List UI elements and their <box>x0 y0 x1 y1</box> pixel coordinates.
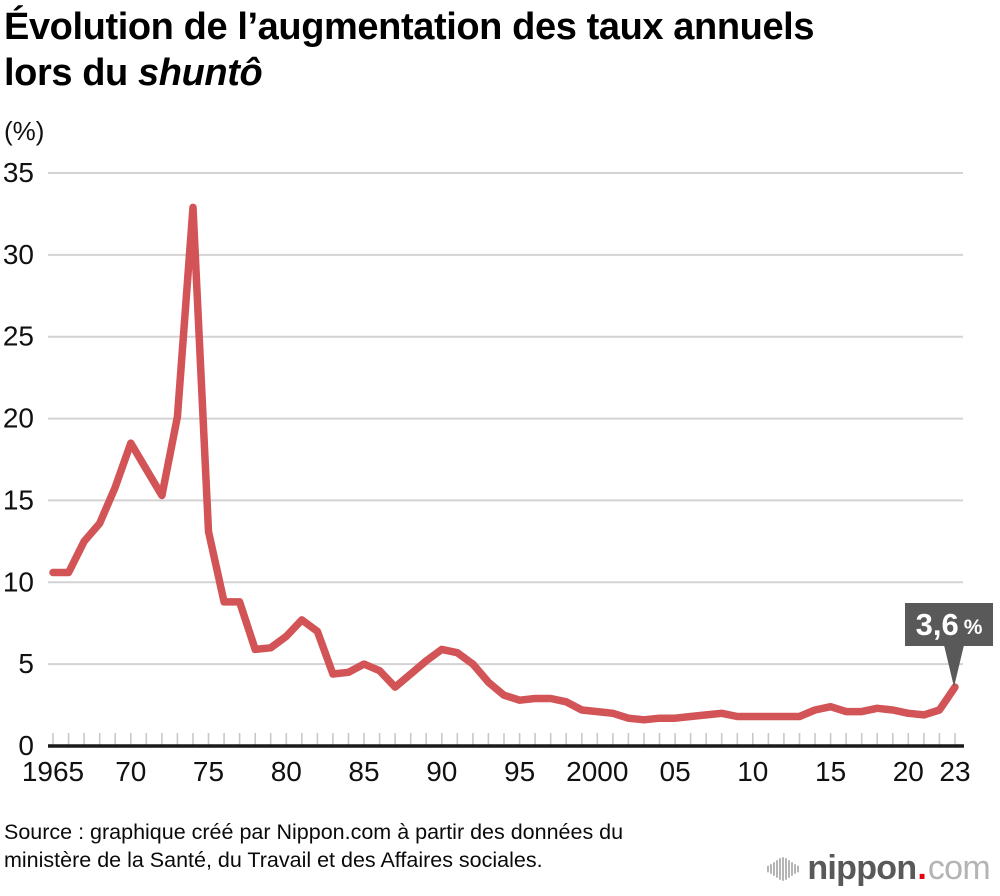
x-axis-label-90: 90 <box>426 756 457 787</box>
x-axis-label-20: 20 <box>893 756 924 787</box>
x-axis-label-1965: 1965 <box>22 756 84 787</box>
annotation-value: 3,6 <box>915 607 959 642</box>
x-axis-label-70: 70 <box>115 756 146 787</box>
y-axis-label-10: 10 <box>3 566 34 597</box>
x-axis-label-15: 15 <box>815 756 846 787</box>
logo-text-nippon: nippon <box>807 849 917 887</box>
x-axis-label-80: 80 <box>271 756 302 787</box>
y-axis-label-20: 20 <box>3 403 34 434</box>
x-axis-label-75: 75 <box>193 756 224 787</box>
title-shunto-italic: shuntô <box>138 52 263 94</box>
title-line2: lors du shuntô <box>4 52 263 94</box>
x-axis-label-85: 85 <box>348 756 379 787</box>
source-note: Source : graphique créé par Nippon.com à… <box>4 818 623 874</box>
x-axis-label-23: 23 <box>939 756 970 787</box>
annotation-callout: 3,6 % <box>905 603 993 687</box>
y-axis-label-30: 30 <box>3 239 34 270</box>
nippon-logo: nippon . com <box>767 849 991 888</box>
annotation-pointer <box>944 645 964 687</box>
annotation-unit: % <box>963 615 983 639</box>
title-line1: Évolution de l’augmentation des taux ann… <box>4 6 815 48</box>
y-axis-unit-label: (%) <box>4 116 45 146</box>
data-line-shunto-rate <box>49 203 959 724</box>
source-line1: Source : graphique créé par Nippon.com à… <box>4 820 624 844</box>
x-axis-label-10: 10 <box>737 756 768 787</box>
y-axis-label-0: 0 <box>18 730 34 761</box>
x-axis-label-05: 05 <box>660 756 691 787</box>
y-axis-label-25: 25 <box>3 321 34 352</box>
y-axis-label-15: 15 <box>3 484 34 515</box>
title-line2-prefix: lors du <box>4 52 139 94</box>
soundwave-icon <box>767 856 800 881</box>
logo-text-com: com <box>927 849 991 887</box>
page-title: Évolution de l’augmentation des taux ann… <box>4 4 814 96</box>
x-axis-label-95: 95 <box>504 756 535 787</box>
logo-dot: . <box>917 849 927 887</box>
y-axis-label-5: 5 <box>18 648 34 679</box>
source-line2: ministère de la Santé, du Travail et des… <box>4 848 543 872</box>
y-axis-label-35: 35 <box>3 157 34 188</box>
x-axis-label-2000: 2000 <box>566 756 628 787</box>
